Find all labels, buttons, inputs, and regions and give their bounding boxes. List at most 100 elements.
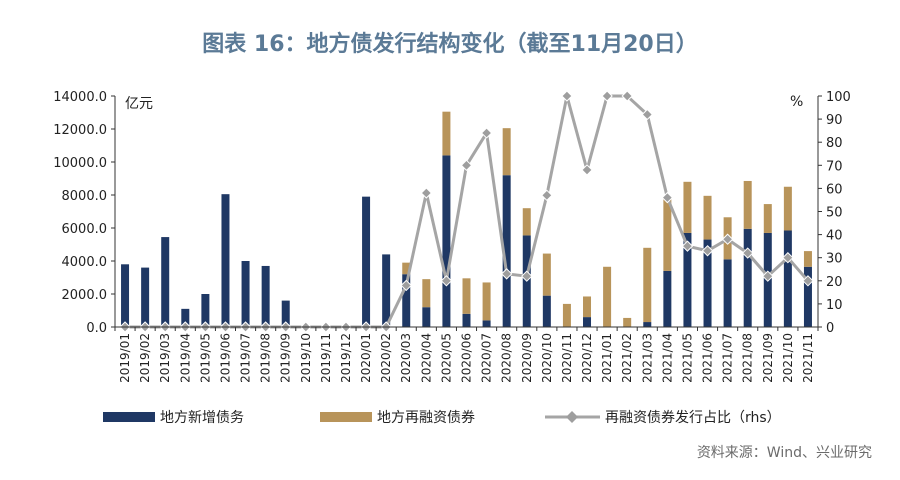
y-tick-label-left: 8000.0: [62, 189, 108, 204]
x-tick-label: 2019/10: [299, 333, 313, 383]
x-tick-label: 2021/03: [640, 333, 654, 383]
legend-swatch-new-debt: [103, 412, 155, 422]
bar-new-debt: [221, 194, 230, 327]
x-tick-label: 2020/03: [399, 333, 413, 383]
y-tick-label-left: 10000.0: [53, 156, 107, 171]
bar-new-debt: [803, 266, 812, 327]
x-tick-label: 2019/01: [118, 333, 132, 383]
y-tick-label-left: 14000.0: [53, 90, 107, 105]
x-tick-label: 2019/06: [218, 333, 232, 383]
bar-new-debt: [281, 300, 290, 327]
x-tick-label: 2020/01: [359, 333, 373, 383]
legend-label-new-debt: 地方新增债务: [160, 410, 244, 426]
x-tick-label: 2020/06: [460, 333, 474, 383]
bar-refinancing: [502, 128, 511, 176]
y-tick-label-right: 0: [826, 321, 834, 336]
bar-new-debt: [181, 308, 190, 327]
y-tick-label-right: 90: [826, 113, 843, 128]
x-tick-label: 2020/02: [379, 333, 393, 383]
axes: 0.0 2000.0 4000.0 6000.0 8000.0 10000.0 12000.…: [53, 90, 851, 383]
legend: 地方新增债务 地方再融资债券 再融资债券发行占比（rhs）: [103, 410, 781, 426]
y-tick-label-right: 50: [826, 206, 843, 221]
bar-refinancing: [402, 262, 411, 275]
bar-new-debt: [583, 317, 592, 327]
bar-refinancing: [623, 317, 632, 327]
bar-new-debt: [723, 259, 732, 327]
bar-new-debt: [402, 274, 411, 327]
x-tick-label: 2020/08: [500, 333, 514, 383]
x-tick-label: 2020/09: [520, 333, 534, 383]
x-tick-label: 2019/08: [259, 333, 273, 383]
legend-swatch-refinancing: [320, 412, 372, 422]
bar-new-debt: [482, 320, 491, 327]
bar-new-debt: [382, 254, 391, 327]
line-marker: [621, 90, 633, 102]
y-tick-label-right: 20: [826, 275, 843, 290]
legend-label-line: 再融资债券发行占比（rhs）: [605, 410, 781, 426]
y-tick-label-right: 60: [826, 182, 843, 197]
bar-refinancing: [783, 186, 792, 231]
plot-area: [119, 90, 814, 333]
bar-new-debt: [362, 196, 371, 327]
bar-refinancing: [643, 247, 652, 323]
bar-new-debt: [542, 295, 551, 327]
bar-new-debt: [141, 267, 150, 327]
x-tick-label: 2020/04: [419, 333, 433, 383]
x-tick-label: 2019/04: [178, 333, 192, 383]
bar-new-debt: [663, 270, 672, 327]
x-tick-label: 2021/01: [600, 333, 614, 383]
line-marker: [641, 108, 653, 121]
line-marker: [500, 268, 513, 280]
x-tick-label: 2020/07: [480, 333, 494, 383]
legend-swatch-marker: [566, 411, 578, 423]
bar-new-debt: [442, 155, 451, 327]
x-tick-label: 2019/11: [319, 333, 333, 383]
line-marker: [420, 187, 433, 199]
x-tick-label: 2020/10: [540, 333, 554, 383]
y-axis-left-unit: 亿元: [125, 96, 153, 112]
bar-refinancing: [763, 204, 772, 233]
x-tick-label: 2021/07: [721, 333, 735, 383]
y-tick-label-right: 30: [826, 252, 843, 267]
line-marker: [561, 90, 573, 102]
y-tick-label-right: 70: [826, 159, 843, 174]
y-tick-label-right: 40: [826, 229, 843, 244]
y-tick-label-left: 4000.0: [62, 255, 108, 270]
line-marker: [541, 189, 553, 202]
bar-new-debt: [502, 175, 511, 327]
x-tick-label: 2019/03: [158, 333, 172, 383]
bar-new-debt: [703, 239, 712, 327]
y-tick-label-left: 12000.0: [53, 123, 107, 138]
line-marker: [400, 279, 412, 292]
bar-new-debt: [783, 230, 792, 327]
bar-refinancing: [603, 266, 612, 327]
legend-label-refinancing: 地方再融资债券: [377, 410, 475, 426]
line-marker: [701, 245, 714, 257]
line-marker: [480, 127, 493, 139]
x-tick-label: 2021/06: [701, 333, 715, 383]
chart-title: 图表 16：地方债发行结构变化（截至11月20日）: [202, 32, 698, 57]
source-note: 资料来源：Wind、兴业研究: [696, 445, 872, 461]
y-axis-right-unit: %: [790, 94, 803, 110]
bar-new-debt: [422, 307, 431, 327]
bar-refinancing: [482, 282, 491, 321]
line-marker: [460, 159, 473, 172]
line-marker: [581, 164, 593, 176]
x-tick-label: 2019/12: [339, 333, 353, 383]
bar-refinancing: [663, 199, 672, 271]
x-tick-label: 2021/04: [660, 333, 674, 383]
bar-new-debt: [743, 228, 752, 327]
x-tick-label: 2021/09: [761, 333, 775, 383]
bar-refinancing: [522, 208, 531, 236]
line-marker: [681, 240, 694, 252]
bar-new-debt: [683, 232, 692, 327]
bar-new-debt: [261, 265, 270, 327]
line-marker: [721, 233, 734, 245]
bar-refinancing: [562, 303, 571, 327]
line-marker: [782, 251, 794, 264]
bar-refinancing: [442, 111, 451, 156]
y-tick-label-right: 100: [826, 90, 851, 105]
y-tick-label-left: 6000.0: [62, 222, 108, 237]
line-marker: [440, 275, 453, 287]
